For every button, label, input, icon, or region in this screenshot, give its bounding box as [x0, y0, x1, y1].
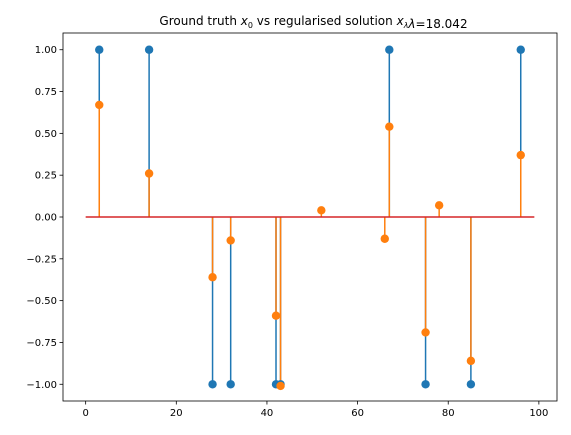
- x-tick-label: 80: [442, 408, 455, 419]
- y-tick-label: 0.25: [35, 171, 57, 182]
- marker-series-2: [95, 100, 104, 110]
- marker-series-2: [144, 169, 154, 178]
- marker-series-1: [208, 380, 217, 389]
- y-tick-label: −0.50: [26, 296, 57, 307]
- marker-series-2: [271, 311, 281, 320]
- marker-series-1: [95, 45, 104, 54]
- plot-frame: [62, 32, 558, 402]
- y-tick-label: −1.00: [26, 380, 57, 391]
- y-tick-label: −0.75: [26, 338, 57, 349]
- marker-series-1: [466, 380, 476, 389]
- marker-series-2: [385, 122, 394, 131]
- marker-series-2: [380, 234, 389, 243]
- marker-series-2: [226, 236, 235, 245]
- y-tick-label: 0.50: [35, 129, 57, 140]
- marker-series-2: [276, 381, 285, 391]
- stem-lines: [98, 49, 522, 386]
- marker-series-1: [226, 380, 235, 389]
- y-tick-label: 0.00: [35, 213, 57, 224]
- marker-series-2: [516, 150, 525, 160]
- y-tick-label: 1.00: [35, 45, 57, 56]
- chart-title: Ground truth x0 vs regularised solution …: [159, 14, 467, 31]
- marker-series-1: [516, 45, 525, 54]
- y-axis-ticks: 1.00 0.75 0.50 0.25 0.00 −0.25 −0.50 −0.75 −1.00: [26, 45, 63, 391]
- x-tick-label: 20: [170, 408, 183, 419]
- marker-series-2: [208, 273, 217, 282]
- y-tick-label: 0.75: [35, 87, 57, 98]
- x-tick-label: 0: [82, 408, 88, 419]
- x-axis-ticks: 0 20 40 60 80 100: [82, 401, 548, 419]
- marker-series-2: [466, 356, 476, 366]
- marker-series-2: [317, 206, 326, 215]
- x-tick-label: 100: [529, 408, 548, 419]
- marker-series-1: [385, 45, 394, 54]
- marker-series-1: [144, 45, 154, 54]
- x-tick-label: 40: [261, 408, 274, 419]
- marker-series-1: [421, 380, 430, 389]
- marker-series-2: [421, 328, 430, 337]
- stem-markers: [95, 45, 525, 391]
- x-tick-label: 60: [351, 408, 364, 419]
- y-tick-label: −0.25: [26, 254, 57, 265]
- marker-series-2: [434, 201, 444, 210]
